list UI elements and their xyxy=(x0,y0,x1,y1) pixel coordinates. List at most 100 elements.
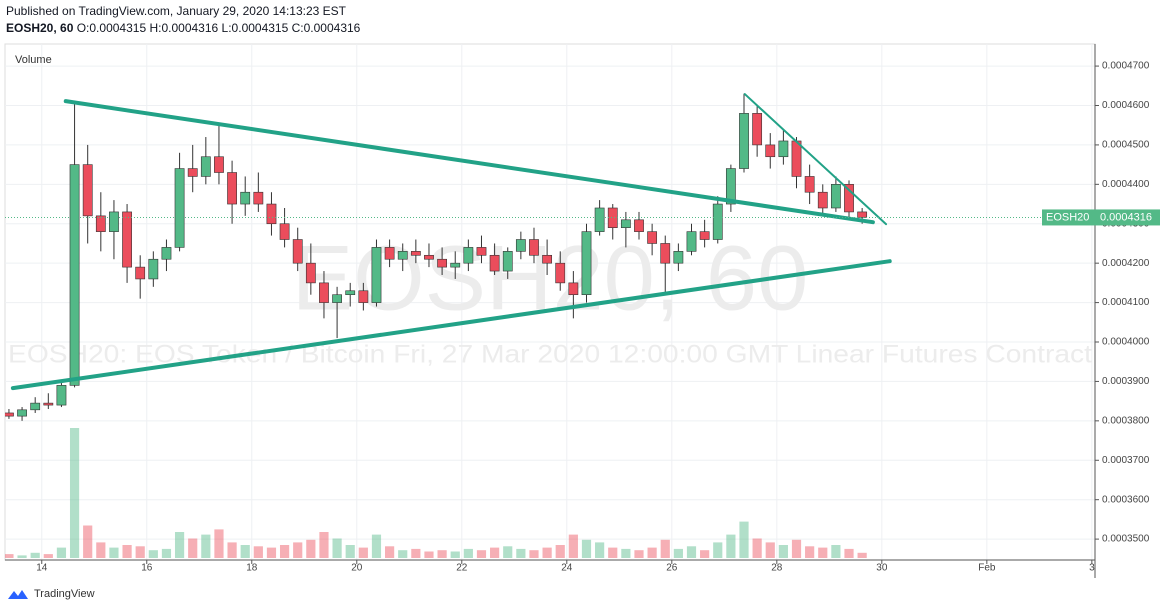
high: H:0.0004316 xyxy=(149,21,218,35)
volume-bar xyxy=(109,547,119,558)
volume-bar xyxy=(700,550,710,558)
volume-bar xyxy=(595,542,605,558)
volume-bar xyxy=(634,550,644,558)
volume-bar xyxy=(135,546,145,558)
candle-body xyxy=(450,262,461,268)
candle-body xyxy=(397,251,408,260)
y-tick-label: 0.0003800 xyxy=(1102,415,1150,426)
candle-body xyxy=(384,247,395,260)
candle-body xyxy=(161,247,172,260)
candle-body xyxy=(725,168,736,205)
candle-body xyxy=(673,251,684,264)
x-tick-label: Feb xyxy=(978,563,996,574)
x-tick-label: 20 xyxy=(351,563,363,574)
volume-bar xyxy=(411,548,421,558)
candle-body xyxy=(122,211,132,268)
volume-bar xyxy=(43,554,53,558)
candle-body xyxy=(791,140,802,177)
volume-bar xyxy=(686,546,697,558)
volume-bar xyxy=(227,542,237,558)
volume-bar xyxy=(69,428,80,558)
volume-bar xyxy=(608,547,618,558)
volume-bar xyxy=(726,534,736,558)
volume-bar xyxy=(713,542,723,558)
volume-bar xyxy=(96,542,106,558)
price-label-box xyxy=(1042,209,1160,226)
candle-body xyxy=(292,239,303,264)
volume-bar xyxy=(791,539,802,558)
candle-body xyxy=(371,247,382,303)
legend-line: EOSH20, 60 O:0.0004315 H:0.0004316 L:0.0… xyxy=(6,21,361,35)
volume-bar xyxy=(476,550,487,558)
volume-bar xyxy=(358,547,368,558)
candle-body xyxy=(699,231,710,240)
volume-bar xyxy=(319,532,329,558)
candle-body xyxy=(56,385,67,406)
volume-bar xyxy=(765,542,775,558)
candle-body xyxy=(607,207,618,228)
candle-body xyxy=(844,184,854,213)
candle-body xyxy=(148,258,159,280)
watermark-title: EOSH20, 60 xyxy=(292,227,809,329)
candle-body xyxy=(174,168,185,248)
volume-bar xyxy=(673,548,683,558)
y-tick-label: 0.0004400 xyxy=(1102,179,1150,190)
volume-bar xyxy=(516,548,526,558)
candle-body xyxy=(529,239,539,256)
trend-line xyxy=(743,93,888,226)
candle-body xyxy=(765,144,776,158)
candle-body xyxy=(476,247,487,256)
volume-bar xyxy=(660,539,670,558)
candle-body xyxy=(332,294,342,303)
candle-body xyxy=(345,290,356,296)
volume-bar xyxy=(831,545,841,558)
candle-body xyxy=(30,402,41,411)
candle-body xyxy=(82,164,93,217)
x-tick-label: 26 xyxy=(666,563,678,574)
x-tick-label: 22 xyxy=(456,563,468,574)
volume-bar xyxy=(542,547,552,558)
y-tick-label: 0.0003500 xyxy=(1102,534,1150,545)
volume-bar xyxy=(503,546,513,558)
candle-body xyxy=(502,251,513,272)
volume-bar xyxy=(857,552,867,558)
volume-bar xyxy=(371,534,382,558)
candle-body xyxy=(135,266,146,280)
x-tick-label: 24 xyxy=(561,563,573,574)
y-tick-label: 0.0004500 xyxy=(1102,140,1150,151)
volume-bar xyxy=(332,538,342,558)
low: L:0.0004315 xyxy=(222,21,289,35)
y-tick-label: 0.0003900 xyxy=(1102,376,1150,387)
volume-bar xyxy=(555,545,565,558)
candle-body xyxy=(568,282,579,296)
candle-body xyxy=(43,402,54,406)
y-tick-label: 0.0004000 xyxy=(1102,337,1150,348)
trend-line xyxy=(10,259,892,391)
volume-bar xyxy=(818,547,828,558)
candle-body xyxy=(17,409,27,417)
candle-body xyxy=(634,219,644,232)
volume-bar xyxy=(17,555,27,558)
volume-bar xyxy=(161,548,172,558)
candle-body xyxy=(647,231,658,244)
candle-body xyxy=(187,168,198,177)
volume-bar xyxy=(148,550,158,558)
candle-body xyxy=(240,191,251,205)
candle-body xyxy=(712,203,723,240)
volume-bar xyxy=(345,545,355,558)
volume-bar xyxy=(568,534,578,558)
volume-bar xyxy=(581,539,592,558)
candle-body xyxy=(555,262,566,284)
candle-body xyxy=(358,290,369,303)
candle-body xyxy=(253,191,264,205)
candle-body xyxy=(437,258,447,268)
candle-body xyxy=(5,412,14,417)
volume-bar xyxy=(647,547,657,558)
candle-body xyxy=(739,113,749,169)
volume-bar xyxy=(174,532,185,558)
footer-brand: TradingView xyxy=(34,588,95,600)
footer-logo xyxy=(8,590,28,599)
candle-body xyxy=(424,254,434,260)
volume-bar xyxy=(778,545,788,558)
